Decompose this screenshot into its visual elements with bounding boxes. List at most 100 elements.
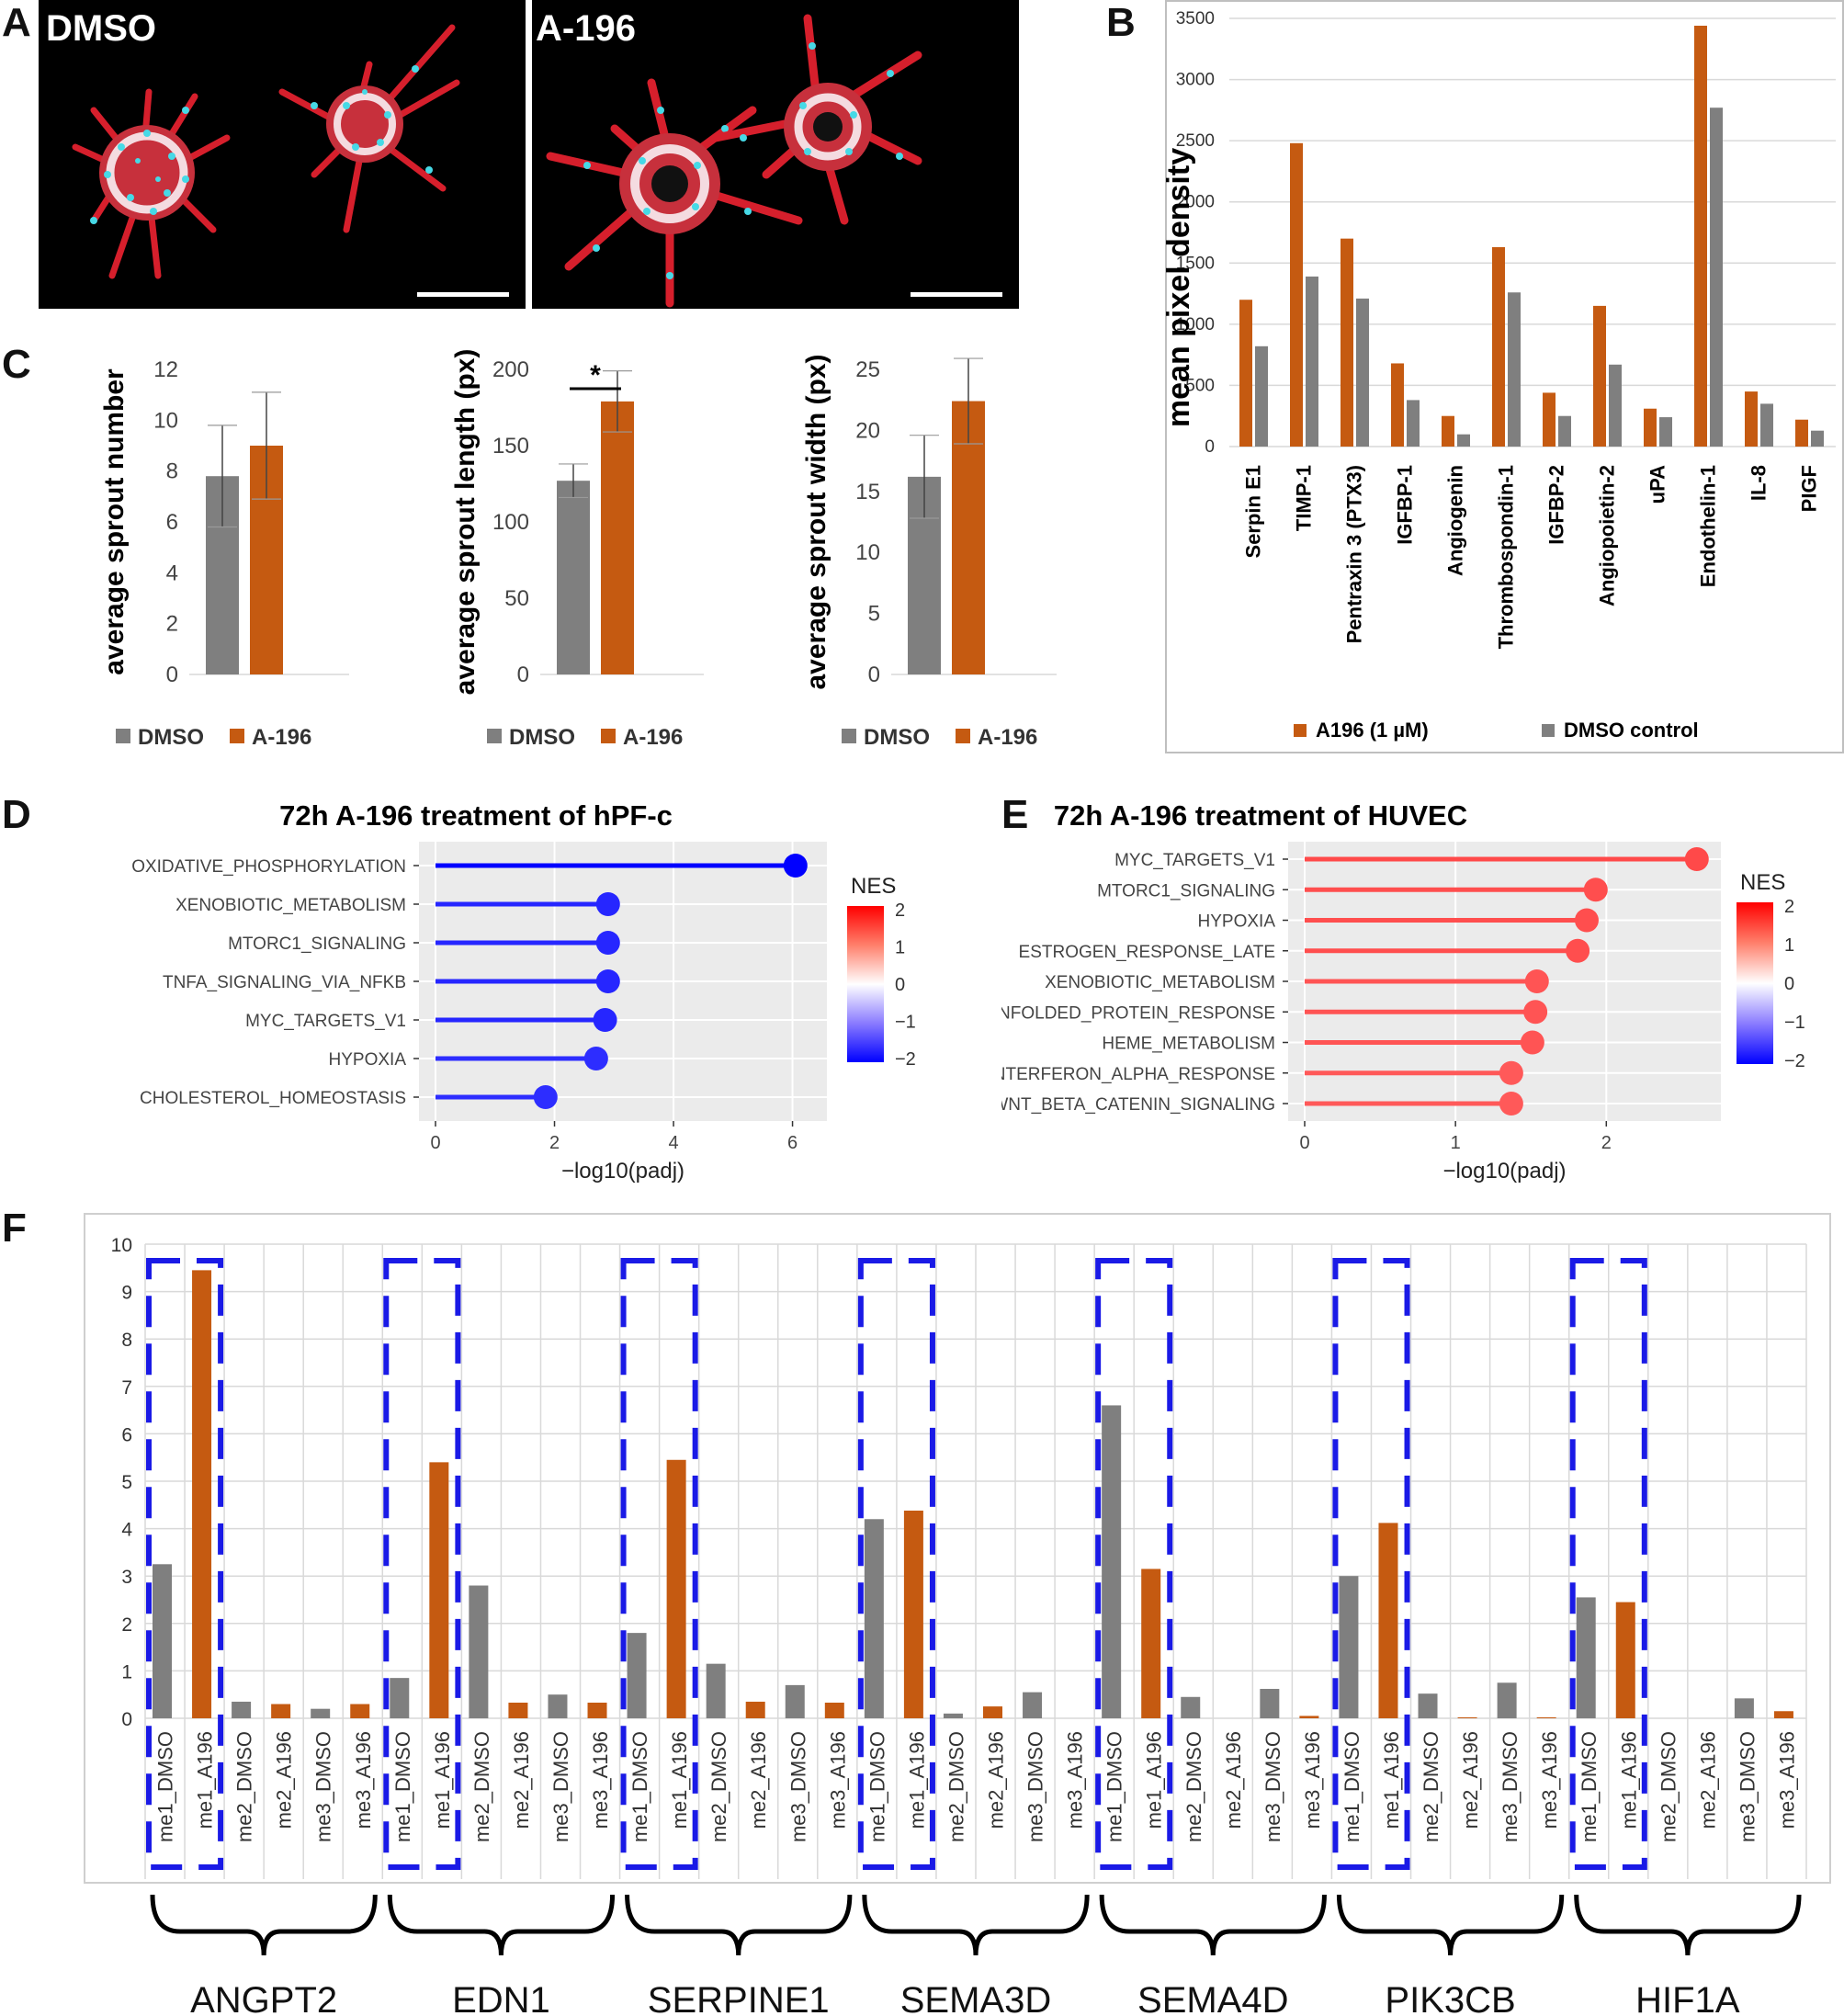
micrograph-label-dmso: DMSO <box>46 8 156 49</box>
bar <box>153 1564 172 1718</box>
x-tick-label: me2_DMSO <box>1420 1731 1442 1842</box>
y-axis-label: mean pixel density <box>1165 148 1196 427</box>
lollipop-point <box>1499 1060 1523 1085</box>
y-tick-label: 1 <box>121 1661 132 1682</box>
group-brace <box>862 1894 1090 1956</box>
y-axis-label: average sprout length (px) <box>450 349 481 695</box>
bar <box>469 1585 489 1718</box>
chart-b-pixel-density: 0 500 1000 1500 2000 2500 3000 3500 Serpin E1 TI… <box>1165 0 1844 753</box>
panel-label-b: B <box>1106 0 1136 45</box>
bar <box>1644 408 1657 447</box>
micrograph-a196: A-196 <box>532 0 1019 309</box>
x-tick-label: me1_A196 <box>1143 1731 1166 1829</box>
micrograph-dmso: DMSO <box>39 0 526 309</box>
highlight-box <box>1569 1258 1647 1870</box>
scale-bar <box>417 292 509 297</box>
lollipop-point <box>533 1085 558 1109</box>
x-tick-label: me3_A196 <box>352 1731 375 1829</box>
bar <box>1260 1689 1280 1718</box>
bar <box>1239 300 1252 447</box>
legend-swatch <box>1542 724 1555 737</box>
x-tick-label: IGFBP-1 <box>1394 465 1417 545</box>
x-tick-label: IL-8 <box>1748 465 1770 501</box>
legend-tick-label: 2 <box>895 900 905 921</box>
bar <box>1341 238 1353 447</box>
bar <box>1694 25 1707 447</box>
pathway-label: MTORC1_SIGNALING <box>228 934 406 954</box>
chart-frame <box>84 1213 1831 1884</box>
panel-label-e: E <box>1001 792 1029 837</box>
x-tick-label: me2_DMSO <box>233 1731 256 1842</box>
x-tick-label: me2_DMSO <box>470 1731 493 1842</box>
x-tick-label: me2_A196 <box>510 1731 533 1829</box>
y-tick-label: 100 <box>492 510 529 535</box>
bar <box>983 1706 1002 1718</box>
bar <box>706 1663 726 1718</box>
legend-label: A-196 <box>252 725 311 750</box>
chart-c-sprout-number: 0 2 4 6 8 10 12 average sprout number DMSO A-196 <box>99 357 349 750</box>
bar <box>1023 1692 1043 1718</box>
lollipop-point <box>595 969 620 993</box>
panel-label-c: C <box>2 342 31 387</box>
chart-d-hpfc-lollipop: 72h A-196 treatment of hPF-c 0 2 4 6 OXIDATIV… <box>131 799 916 1184</box>
legend-label: DMSO <box>864 725 930 750</box>
pathway-label: ESTROGEN_RESPONSE_LATE <box>1019 943 1275 962</box>
legend-swatch <box>601 729 616 743</box>
lollipop-point <box>1566 938 1590 963</box>
y-tick-label: 15 <box>855 480 880 504</box>
x-tick-label: 0 <box>430 1133 440 1153</box>
legend-swatch <box>956 729 970 743</box>
x-tick-label: PIGF <box>1798 465 1821 512</box>
y-tick-label: 4 <box>166 561 178 585</box>
y-tick-label: 8 <box>166 459 178 484</box>
spheroid-right <box>278 24 460 233</box>
legend-tick-label: −2 <box>1784 1051 1805 1071</box>
x-tick-label: me2_A196 <box>1459 1731 1482 1829</box>
bar <box>1442 415 1454 447</box>
panel-label-a: A <box>2 0 31 45</box>
bar <box>745 1701 765 1718</box>
gene-label: SERPINE1 <box>648 1980 830 2016</box>
legend-colorbar <box>847 906 884 1062</box>
legend-tick-label: 0 <box>1784 974 1794 994</box>
significance-star: * <box>590 360 601 391</box>
bar <box>1811 430 1824 447</box>
bar <box>1593 305 1606 447</box>
x-tick-label: 2 <box>1601 1133 1612 1153</box>
y-tick-label: 10 <box>111 1235 132 1256</box>
x-tick-label: me2_A196 <box>273 1731 296 1829</box>
x-tick-label: me1_DMSO <box>391 1731 414 1842</box>
x-tick-label: TIMP-1 <box>1293 465 1316 531</box>
bar <box>1457 1716 1477 1718</box>
y-tick-label: 2500 <box>1176 131 1215 151</box>
y-tick-label: 3000 <box>1176 71 1215 90</box>
pathway-label: MYC_TARGETS_V1 <box>1114 851 1275 870</box>
bar <box>1407 400 1420 447</box>
panel-label-d: D <box>2 792 31 837</box>
legend-swatch <box>842 729 856 743</box>
x-tick-label: Angiopoietin-2 <box>1596 465 1619 606</box>
x-tick-label: Endothelin-1 <box>1697 465 1720 587</box>
x-tick-label: me3_A196 <box>1538 1731 1561 1829</box>
spheroid-left <box>72 88 231 279</box>
y-tick-label: 0 <box>121 1709 132 1730</box>
group-brace <box>387 1894 616 1956</box>
highlight-box <box>857 1258 935 1870</box>
pathway-label: TNFA_SIGNALING_VIA_NFKB <box>163 973 406 992</box>
bar <box>952 401 985 674</box>
y-tick-label: 8 <box>121 1330 132 1351</box>
y-tick-label: 3500 <box>1176 9 1215 28</box>
bar <box>1356 298 1369 447</box>
x-tick-label: me3_DMSO <box>1261 1731 1284 1842</box>
bar <box>1181 1696 1201 1718</box>
legend-label: DMSO <box>138 725 204 750</box>
panel-label-f: F <box>2 1206 27 1251</box>
bar <box>1290 142 1303 447</box>
y-tick-label: 2 <box>121 1614 132 1636</box>
bar <box>548 1694 568 1718</box>
legend-swatch <box>230 729 244 743</box>
group-brace <box>1099 1894 1327 1956</box>
legend-label: DMSO <box>509 725 575 750</box>
x-tick-label: me3_A196 <box>1775 1731 1798 1829</box>
y-tick-label: 5 <box>121 1472 132 1493</box>
